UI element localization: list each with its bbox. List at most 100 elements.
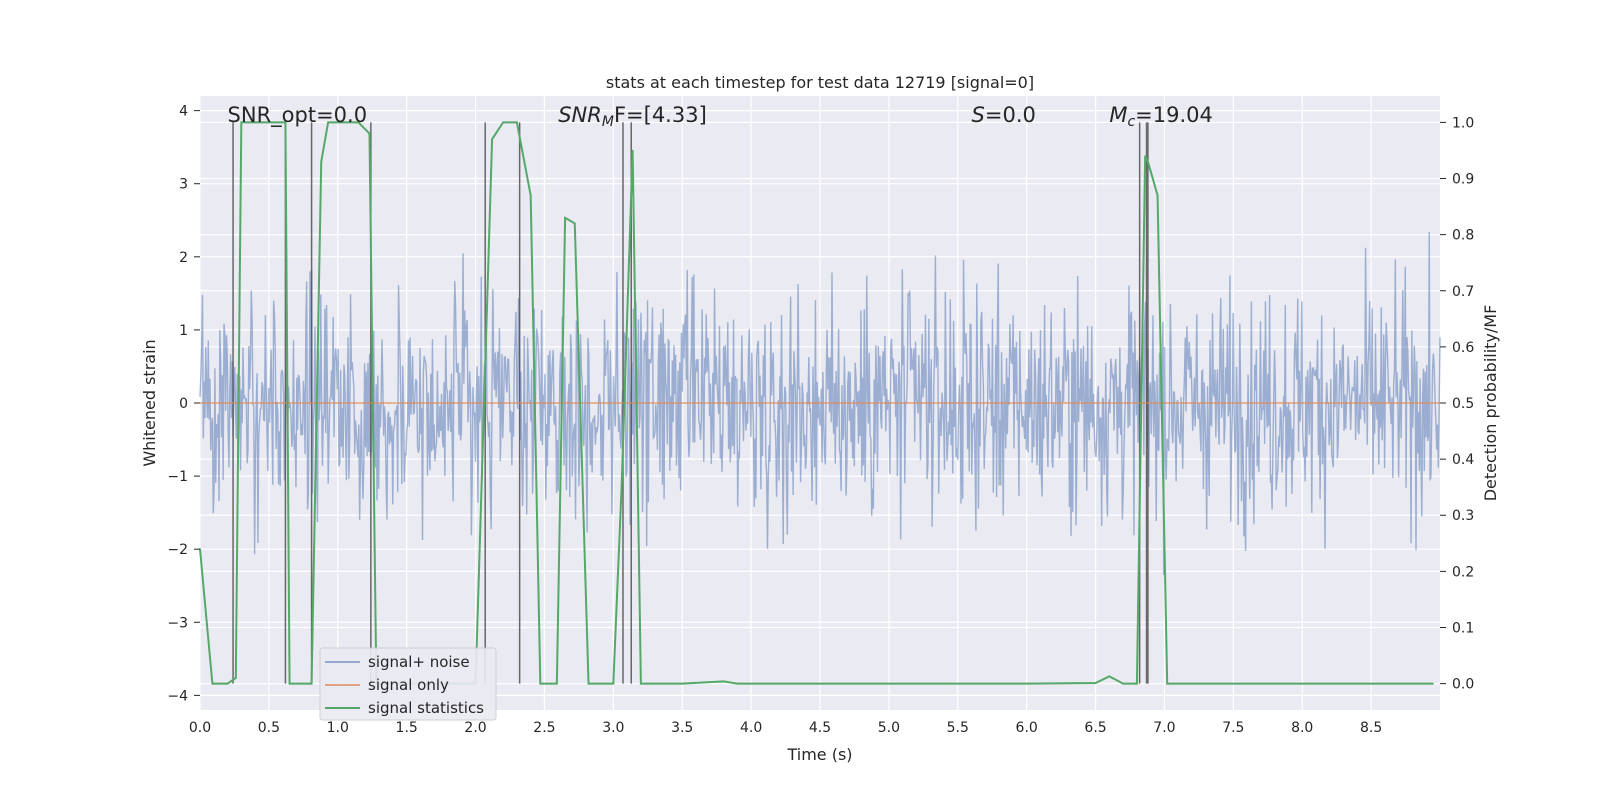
signal-statistics-point [368, 132, 371, 135]
signal-statistics-point [516, 121, 518, 124]
signal-statistics-point [631, 149, 634, 152]
signal-statistics-point [529, 194, 532, 197]
signal-statistics-point [1108, 675, 1111, 678]
x-tick-label: 2.5 [533, 720, 555, 736]
signal-statistics-point [564, 216, 566, 219]
y2-tick-label: 0.4 [1452, 452, 1474, 468]
signal-statistics-series [199, 121, 1434, 685]
x-tick-label: 5.5 [947, 720, 969, 736]
signal-statistics-point [1432, 682, 1434, 685]
signal-statistics-point [722, 680, 725, 683]
y-axis-label: Whitened strain [140, 339, 159, 466]
signal-statistics-point [226, 682, 229, 685]
signal-statistics-point [284, 121, 287, 124]
signal-statistics-point [1025, 682, 1028, 685]
signal-statistics-point [736, 682, 739, 685]
stat-annotation: S=0.0 [972, 103, 1036, 127]
y2-tick-label: 0.6 [1452, 340, 1474, 356]
x-tick-label: 3.0 [602, 720, 624, 736]
y-tick-label: −1 [167, 469, 188, 485]
signal-statistics-point [327, 121, 329, 124]
x-tick-label: 0.5 [258, 720, 280, 736]
y2-tick-label: 0.5 [1452, 396, 1474, 412]
signal-statistics-point [587, 682, 590, 685]
signal-statistics-point [235, 677, 237, 679]
legend-label-noise: signal+ noise [368, 653, 470, 671]
signal-statistics-point [288, 682, 291, 685]
y-tick-label: 0 [179, 396, 188, 412]
signal-statistics-point [247, 121, 250, 124]
y2-tick-label: 0.8 [1452, 228, 1474, 244]
stat-annotation: SNR_opt=0.0 [228, 103, 368, 128]
y2-axis-label: Detection probability/MF [1481, 305, 1500, 502]
y2-tick-label: 0.1 [1452, 620, 1474, 636]
x-tick-label: 3.5 [671, 720, 693, 736]
signal-statistics-point [211, 682, 214, 685]
x-tick-label: 8.5 [1360, 720, 1382, 736]
signal-statistics-point [240, 121, 243, 124]
signal-statistics-point [357, 121, 360, 124]
axis-ticks: 0.0 0.5 1.0 1.5 2.0 2.5 3.0 3.5 4.0 4.5 5.0 5.5 6.0 6… [167, 104, 1474, 736]
legend-label-signal: signal only [368, 676, 449, 694]
signal-statistics-point [299, 682, 302, 685]
y2-tick-label: 0.0 [1452, 677, 1474, 693]
x-tick-label: 6.0 [1016, 720, 1038, 736]
signal-statistics-point [1144, 155, 1146, 157]
signal-statistics-point [502, 121, 504, 124]
signal-statistics-point [620, 486, 623, 488]
x-tick-label: 4.0 [740, 720, 762, 736]
x-tick-label: 5.0 [878, 720, 900, 736]
x-tick-label: 1.5 [396, 720, 418, 736]
signal-statistics-point [491, 138, 493, 141]
x-tick-label: 8.0 [1291, 720, 1313, 736]
signal-statistics-point [1166, 682, 1168, 685]
signal-statistics-point [1177, 682, 1180, 685]
y-tick-label: 1 [179, 323, 188, 339]
stat-annotation: SNRMF=[4.33] [558, 103, 707, 130]
signal-statistics-point [888, 682, 890, 685]
y-tick-label: 4 [179, 104, 188, 120]
signal-statistics-point [539, 682, 542, 685]
signal-statistics-point [681, 682, 684, 685]
y-tick-label: 3 [179, 177, 188, 193]
x-tick-label: 0.0 [189, 720, 211, 736]
x-tick-label: 7.0 [1153, 720, 1175, 736]
x-tick-label: 6.5 [1084, 720, 1106, 736]
x-tick-label: 2.0 [464, 720, 486, 736]
signal-statistics-point [320, 160, 323, 163]
y2-tick-label: 1.0 [1452, 115, 1474, 131]
legend-label-stats: signal statistics [368, 699, 484, 717]
x-axis-label: Time (s) [786, 745, 852, 764]
signal-statistics-point [750, 682, 752, 685]
stat-annotation: Mc=19.04 [1109, 103, 1213, 130]
chart-title: stats at each timestep for test data 127… [606, 73, 1034, 92]
y-tick-label: −2 [167, 542, 188, 558]
y-tick-label: 2 [179, 250, 188, 266]
signal-statistics-point [1156, 194, 1159, 197]
signal-statistics-point [1136, 682, 1138, 685]
signal-statistics-point [1122, 682, 1124, 685]
signal-statistics-point [573, 222, 576, 225]
y2-tick-label: 0.7 [1452, 284, 1474, 300]
signal-statistics-point [1301, 682, 1304, 685]
x-tick-label: 7.5 [1222, 720, 1244, 736]
y-tick-label: −4 [167, 688, 188, 704]
x-tick-label: 1.0 [327, 720, 349, 736]
legend: signal+ noise signal only signal statist… [319, 647, 497, 721]
y-tick-label: −3 [167, 615, 188, 631]
signal-statistics-point [612, 682, 615, 685]
y2-tick-label: 0.3 [1452, 508, 1474, 524]
signal-statistics-point [334, 121, 336, 124]
legend-box [319, 647, 497, 721]
signal-statistics-point [1147, 160, 1149, 163]
signal-noise-series [199, 231, 1441, 575]
annotations: SNR_opt=0.0 SNRMF=[4.33] S=0.0 Mc=19.04 [228, 103, 1213, 130]
signal-statistics-point [310, 682, 313, 685]
y2-tick-label: 0.2 [1452, 564, 1474, 580]
signal-statistics-point [556, 682, 558, 685]
y2-tick-label: 0.9 [1452, 172, 1474, 188]
x-tick-label: 4.5 [809, 720, 831, 736]
noise-trace [199, 231, 1441, 575]
signal-statistics-point [600, 682, 602, 685]
